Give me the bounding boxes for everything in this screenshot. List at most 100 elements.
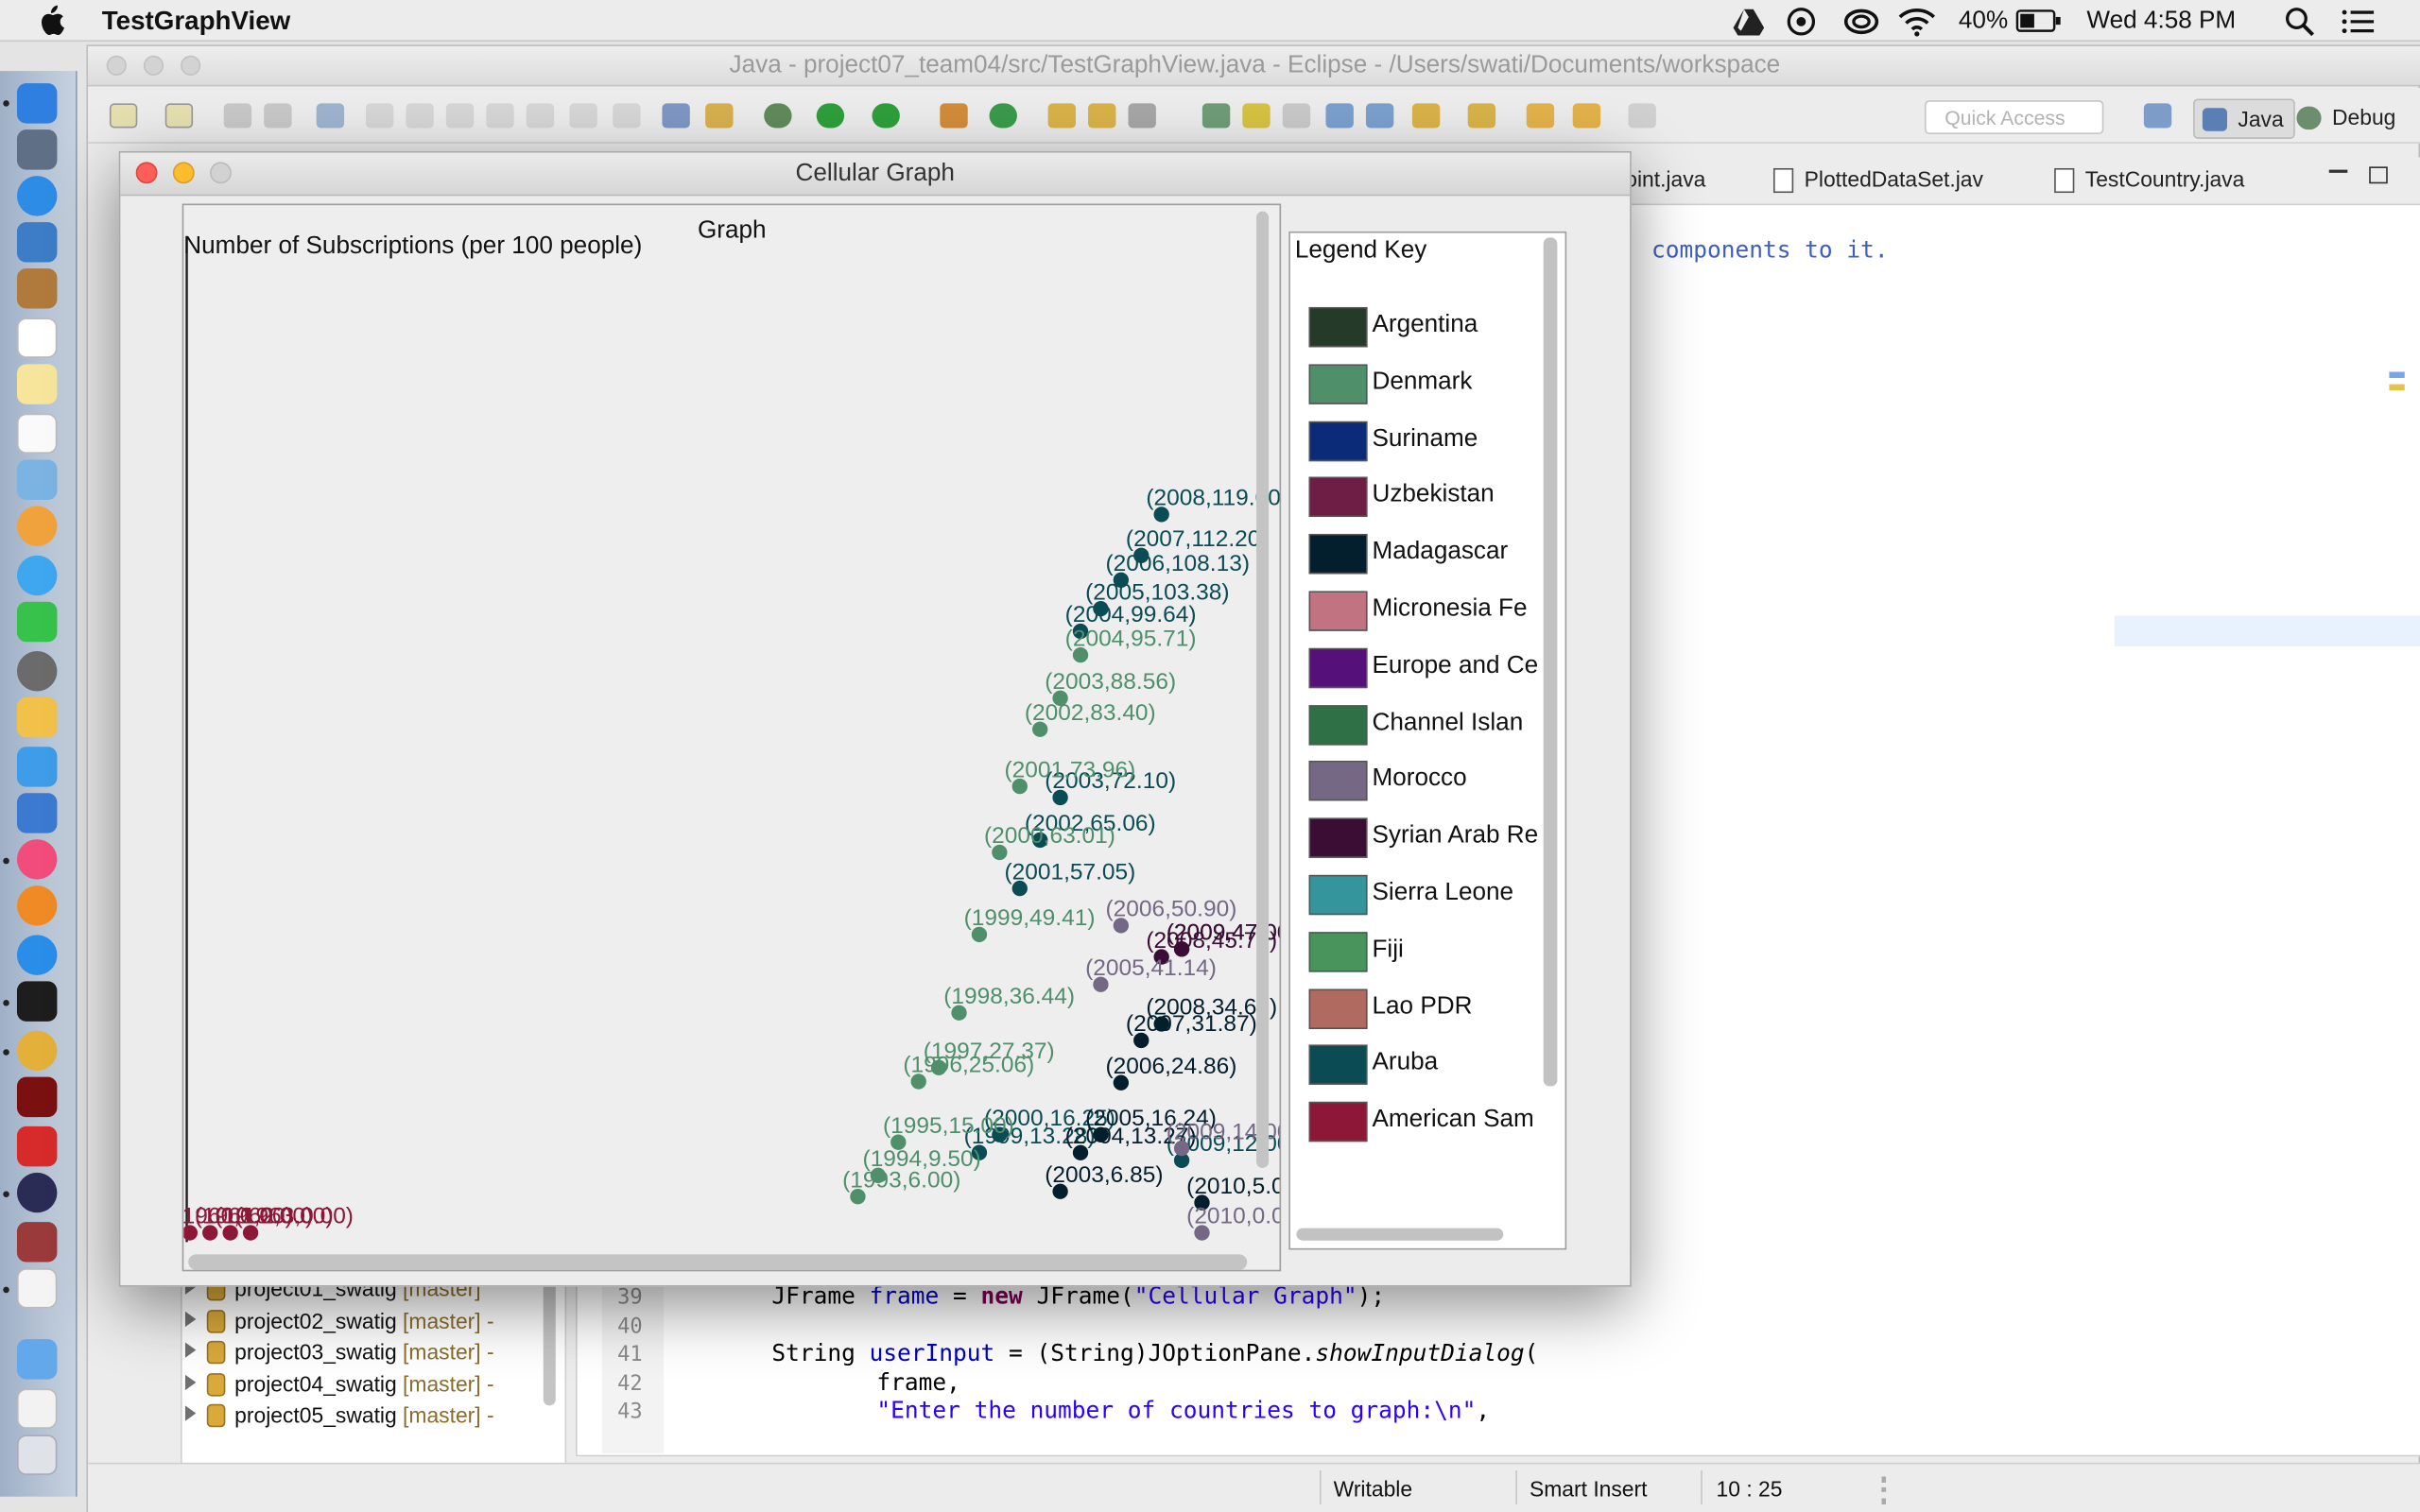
documents-stack-icon[interactable] bbox=[16, 1388, 58, 1429]
eclipse-icon[interactable] bbox=[16, 1172, 58, 1213]
toggle-breadcrumb-icon[interactable] bbox=[1282, 103, 1311, 129]
reminders-icon[interactable] bbox=[16, 413, 58, 455]
expand-arrow-icon[interactable] bbox=[184, 1311, 197, 1328]
mail-icon[interactable] bbox=[16, 222, 58, 263]
zoom-icon[interactable] bbox=[210, 162, 232, 184]
pages-icon[interactable] bbox=[16, 696, 58, 738]
toggle-block-selection-icon[interactable] bbox=[1325, 103, 1354, 129]
prev-edit-icon[interactable] bbox=[1467, 103, 1496, 129]
legend-scrollbar-v[interactable] bbox=[1543, 237, 1558, 1087]
forward-icon[interactable] bbox=[1628, 103, 1656, 129]
step-into-icon[interactable] bbox=[526, 103, 555, 129]
minimize-icon[interactable] bbox=[143, 55, 164, 77]
expand-arrow-icon[interactable] bbox=[184, 1342, 197, 1358]
project-item[interactable]: project03_swatig [master] - bbox=[184, 1339, 494, 1365]
acrobat-icon[interactable] bbox=[16, 1076, 58, 1118]
vpn-icon[interactable] bbox=[1786, 7, 1817, 38]
itunes-icon[interactable] bbox=[16, 839, 58, 880]
new-java-project-icon[interactable] bbox=[940, 103, 968, 129]
google-drive-icon[interactable] bbox=[1733, 8, 1765, 36]
drop-to-frame-icon[interactable] bbox=[662, 103, 690, 129]
minimize-icon[interactable] bbox=[172, 162, 195, 184]
maps-icon[interactable] bbox=[16, 459, 58, 500]
apple-menu-icon[interactable] bbox=[37, 5, 64, 36]
open-type-icon[interactable] bbox=[1047, 103, 1076, 129]
messages-icon[interactable] bbox=[16, 555, 58, 596]
close-icon[interactable] bbox=[106, 55, 127, 77]
run-icon[interactable] bbox=[816, 103, 845, 129]
photos-icon[interactable] bbox=[16, 506, 58, 546]
launchpad-icon[interactable] bbox=[16, 129, 58, 170]
back-icon[interactable] bbox=[1572, 103, 1601, 129]
debug-perspective-button[interactable]: Debug bbox=[2289, 98, 2405, 138]
toggle-mark-occurrences-icon[interactable] bbox=[1242, 103, 1270, 129]
graph-scrollbar-v[interactable] bbox=[1253, 211, 1272, 1261]
save-icon[interactable] bbox=[223, 103, 252, 129]
project-item[interactable]: project04_swatig [master] - bbox=[184, 1371, 494, 1397]
contacts-icon[interactable] bbox=[16, 268, 58, 309]
quick-access-input[interactable]: Quick Access bbox=[1924, 100, 2104, 135]
suspend-icon[interactable] bbox=[406, 103, 434, 129]
trash-icon[interactable] bbox=[16, 1435, 58, 1475]
tab-datapoint[interactable]: oint.java bbox=[1625, 166, 1705, 191]
graph-scrollbar-h[interactable] bbox=[188, 1254, 1248, 1270]
finder-icon[interactable] bbox=[16, 83, 58, 124]
java-icon[interactable] bbox=[16, 1268, 58, 1309]
new-icon[interactable] bbox=[109, 103, 138, 129]
resume-icon[interactable] bbox=[365, 103, 394, 129]
dictionary-icon[interactable] bbox=[16, 1222, 58, 1263]
explorer-scrollbar-v[interactable] bbox=[543, 1251, 556, 1406]
facetime-icon[interactable] bbox=[16, 601, 58, 643]
step-return-icon[interactable] bbox=[613, 103, 641, 129]
next-edit-icon[interactable] bbox=[1411, 103, 1441, 129]
new-class-icon[interactable] bbox=[989, 103, 1017, 129]
app-store-icon[interactable] bbox=[16, 935, 58, 975]
zoom-icon[interactable] bbox=[181, 55, 201, 77]
spotlight-search-icon[interactable] bbox=[2284, 7, 2315, 38]
terminal-icon[interactable] bbox=[16, 981, 58, 1022]
java-perspective-button[interactable]: Java bbox=[2193, 98, 2295, 139]
debug-run-icon[interactable] bbox=[764, 103, 792, 129]
close-icon[interactable] bbox=[135, 162, 158, 184]
last-edit-location-icon[interactable] bbox=[1526, 103, 1555, 129]
chrome-icon[interactable] bbox=[16, 1030, 58, 1072]
numbers-icon[interactable] bbox=[16, 747, 58, 787]
notification-center-icon[interactable] bbox=[2342, 8, 2376, 35]
expand-arrow-icon[interactable] bbox=[184, 1405, 197, 1421]
creative-cloud-icon[interactable] bbox=[1842, 7, 1879, 38]
maximize-view-icon[interactable] bbox=[2369, 166, 2388, 184]
battery-percentage[interactable]: 40% bbox=[1958, 8, 2009, 34]
minimize-view-icon[interactable] bbox=[2328, 169, 2348, 173]
wifi-icon[interactable] bbox=[1897, 7, 1937, 38]
search-tool-icon[interactable] bbox=[1128, 103, 1156, 129]
terminate-icon[interactable] bbox=[445, 103, 475, 129]
keynote-icon[interactable] bbox=[16, 793, 58, 833]
run-external-tools-icon[interactable] bbox=[872, 103, 900, 129]
pdf-app-icon[interactable] bbox=[16, 1125, 58, 1167]
step-over-icon[interactable] bbox=[569, 103, 597, 129]
app-name-menu[interactable]: TestGraphView bbox=[101, 6, 291, 36]
system-preferences-icon[interactable] bbox=[16, 650, 58, 692]
notes-icon[interactable] bbox=[16, 364, 58, 404]
use-step-filters-icon[interactable] bbox=[705, 103, 734, 129]
safari-icon[interactable] bbox=[16, 176, 58, 216]
skip-breakpoints-icon[interactable] bbox=[316, 103, 345, 129]
menubar-clock[interactable]: Wed 4:58 PM bbox=[2086, 8, 2237, 34]
tab-plotteddataset[interactable]: PlottedDataSet.jav bbox=[1772, 166, 1983, 194]
expand-arrow-icon[interactable] bbox=[184, 1374, 197, 1391]
legend-scrollbar-h[interactable] bbox=[1296, 1228, 1504, 1241]
show-whitespace-icon[interactable] bbox=[1365, 103, 1394, 129]
open-task-icon[interactable] bbox=[1088, 103, 1116, 129]
save-all-icon[interactable] bbox=[264, 103, 292, 129]
tab-testcountry[interactable]: TestCountry.java bbox=[2054, 166, 2244, 194]
open-perspective-icon[interactable] bbox=[2143, 103, 2172, 129]
project-item[interactable]: project05_swatig [master] - bbox=[184, 1402, 494, 1428]
disconnect-icon[interactable] bbox=[486, 103, 514, 129]
new-type-icon[interactable] bbox=[164, 103, 194, 129]
expand-arrow-icon[interactable] bbox=[184, 1279, 197, 1295]
ibooks-icon[interactable] bbox=[16, 885, 58, 926]
downloads-folder-icon[interactable] bbox=[16, 1339, 58, 1380]
next-annotation-icon[interactable] bbox=[1201, 103, 1231, 129]
battery-icon[interactable] bbox=[2015, 9, 2062, 34]
project-item[interactable]: project02_swatig [master] - bbox=[184, 1309, 494, 1333]
